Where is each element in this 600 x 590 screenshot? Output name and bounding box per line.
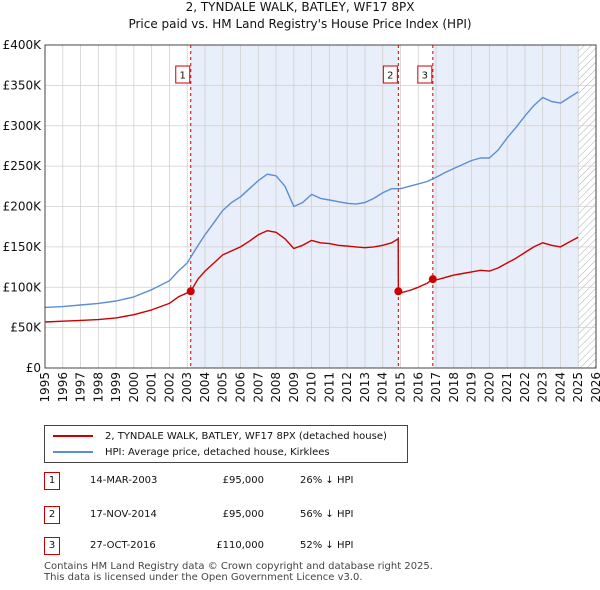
- x-tick-label: 2018: [447, 372, 461, 403]
- x-tick-label: 2008: [269, 372, 283, 403]
- x-tick-label: 2003: [180, 372, 194, 403]
- x-tick-label: 2000: [127, 372, 141, 403]
- hpi-series-line: [44, 91, 579, 309]
- x-tick-label: 2013: [358, 372, 372, 403]
- x-tick-label: 2023: [536, 372, 550, 403]
- x-tick-label: 2025: [571, 372, 585, 403]
- legend-item-property: 2, TYNDALE WALK, BATLEY, WF17 8PX (detac…: [53, 429, 387, 443]
- x-tick-label: 2024: [553, 372, 567, 403]
- x-tick-label: 2010: [305, 372, 319, 403]
- chart-subtitle: Price paid vs. HM Land Registry's House …: [128, 17, 472, 31]
- y-tick-label: £200K: [3, 200, 43, 214]
- x-tick-label: 2001: [145, 372, 159, 403]
- sale-number-badge: 1: [44, 472, 60, 490]
- sale-date: 27-OCT-2016: [90, 540, 156, 551]
- x-tick-label: 1998: [91, 372, 105, 403]
- sale-point: [428, 275, 437, 284]
- sale-row: 2 17-NOV-2014 £95,000 56% ↓ HPI: [44, 506, 464, 524]
- legend-swatch-hpi: [53, 451, 93, 453]
- x-tick-label: 2002: [162, 372, 176, 403]
- y-tick-label: £400K: [3, 38, 43, 52]
- sale-hpi-delta: 26% ↓ HPI: [300, 475, 354, 486]
- sale-hpi-delta: 52% ↓ HPI: [300, 540, 354, 551]
- price-chart: 1 2 3 £0 £50K £100K £150K £200K £250K £300K £350K…: [3, 38, 600, 403]
- x-tick-label: 2021: [500, 372, 514, 403]
- sale-date: 14-MAR-2003: [90, 475, 158, 486]
- sale-point: [186, 287, 195, 296]
- sale-row: 3 27-OCT-2016 £110,000 52% ↓ HPI: [44, 537, 464, 555]
- x-tick-label: 1995: [38, 372, 52, 403]
- x-tick-label: 2016: [411, 372, 425, 403]
- sale-label: 2: [387, 71, 393, 82]
- sale-label-box: [417, 65, 433, 84]
- legend-item-hpi: HPI: Average price, detached house, Kirk…: [53, 445, 330, 459]
- x-tick-label: 2020: [482, 372, 496, 403]
- x-tick-label: 2007: [251, 372, 265, 403]
- x-tick-label: 1999: [109, 372, 123, 403]
- x-tick-label: 2006: [234, 372, 248, 403]
- sale-label: 3: [422, 71, 428, 82]
- sale-row: 1 14-MAR-2003 £95,000 26% ↓ HPI: [44, 472, 464, 490]
- sale-number-badge: 3: [44, 537, 60, 555]
- x-tick-label: 2026: [589, 372, 600, 403]
- x-tick-label: 2004: [198, 372, 212, 403]
- y-tick-label: £100K: [3, 280, 43, 294]
- x-tick-label: 2022: [518, 372, 532, 403]
- sale-price: £95,000: [222, 509, 264, 520]
- x-tick-label: 2019: [465, 372, 479, 403]
- sale-label-box: [382, 65, 398, 84]
- attribution-line-1: Contains HM Land Registry data © Crown c…: [44, 561, 433, 572]
- plot-border: [44, 44, 597, 369]
- x-tick-label: 2014: [376, 372, 390, 403]
- x-tick-label: 1996: [56, 372, 70, 403]
- sale-point: [394, 287, 403, 296]
- sale-price: £95,000: [222, 475, 264, 486]
- y-tick-label: £350K: [3, 78, 43, 92]
- x-tick-label: 2011: [322, 372, 336, 403]
- sale-price: £110,000: [216, 540, 264, 551]
- chart-title: 2, TYNDALE WALK, BATLEY, WF17 8PX: [185, 0, 415, 14]
- sale-hpi-delta: 56% ↓ HPI: [300, 509, 354, 520]
- sale-date: 17-NOV-2014: [90, 509, 157, 520]
- chart-legend: 2, TYNDALE WALK, BATLEY, WF17 8PX (detac…: [44, 425, 408, 463]
- legend-label-hpi: HPI: Average price, detached house, Kirk…: [105, 446, 330, 458]
- y-tick-label: £250K: [3, 159, 43, 173]
- y-tick-label: £150K: [3, 240, 43, 254]
- property-series-line: [44, 229, 579, 323]
- legend-label-property: 2, TYNDALE WALK, BATLEY, WF17 8PX (detac…: [105, 430, 387, 442]
- sale-label: 1: [180, 71, 186, 82]
- attribution-line-2: This data is licensed under the Open Gov…: [44, 572, 363, 583]
- legend-swatch-property: [53, 435, 93, 437]
- x-tick-label: 2009: [287, 372, 301, 403]
- attribution: Contains HM Land Registry data © Crown c…: [44, 561, 433, 583]
- x-tick-label: 2017: [429, 372, 443, 403]
- y-tick-label: £50K: [10, 321, 42, 335]
- y-tick-label: £300K: [3, 119, 43, 133]
- x-tick-label: 2005: [216, 372, 230, 403]
- x-tick-label: 2015: [393, 372, 407, 403]
- x-tick-label: 1997: [74, 372, 88, 403]
- y-tick-label: £0: [26, 361, 41, 375]
- sale-number-badge: 2: [44, 506, 60, 524]
- x-tick-label: 2012: [340, 372, 354, 403]
- sale-label-box: [175, 65, 191, 84]
